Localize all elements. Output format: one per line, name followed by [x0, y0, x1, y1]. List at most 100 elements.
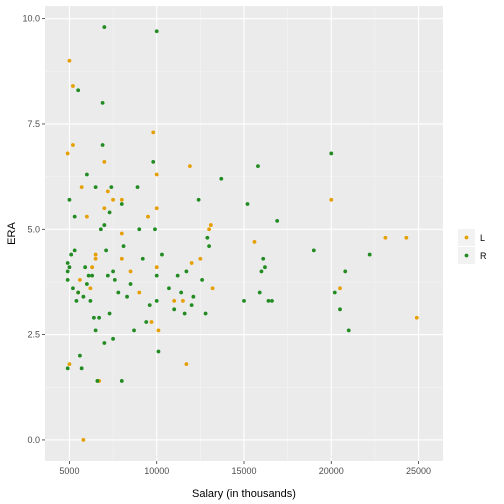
data-point-l — [181, 299, 185, 303]
data-point-l — [404, 235, 409, 240]
data-point-l — [81, 438, 86, 442]
data-point-r — [109, 185, 114, 190]
grid-major — [45, 6, 443, 461]
data-point-r — [275, 218, 280, 223]
data-point-l — [184, 362, 189, 367]
data-point-r — [84, 172, 89, 177]
legend-marker-r — [464, 253, 469, 258]
data-point-r — [144, 320, 149, 324]
y-axis-title: ERA — [6, 222, 18, 245]
data-point-r — [76, 88, 81, 93]
data-point-r — [245, 202, 250, 206]
data-point-r — [153, 227, 157, 232]
x-tick-label: 20000 — [319, 466, 344, 476]
data-point-r — [111, 336, 115, 341]
legend-label-r: R — [480, 251, 487, 261]
data-point-r — [172, 307, 177, 312]
data-point-l — [79, 185, 84, 190]
data-point-l — [207, 227, 211, 232]
data-point-l — [252, 240, 257, 244]
data-point-r — [132, 328, 136, 333]
x-axis-title: Salary (in thousands) — [192, 488, 296, 500]
x-tick-label: 5000 — [59, 466, 79, 476]
data-point-r — [65, 269, 70, 274]
data-point-l — [149, 320, 154, 324]
data-point-r — [266, 299, 271, 303]
data-point-r — [332, 290, 337, 295]
data-point-r — [65, 261, 70, 265]
x-tick-label: 15000 — [231, 466, 256, 476]
data-point-l — [71, 84, 75, 88]
y-axis: 0.0 2.5 5.0 7.5 10.0 — [22, 14, 45, 445]
data-point-r — [97, 315, 102, 320]
legend-marker-l — [464, 235, 469, 240]
data-point-r — [343, 269, 348, 274]
data-point-r — [147, 303, 152, 308]
data-point-r — [154, 299, 159, 303]
data-point-r — [95, 379, 100, 383]
data-point-r — [196, 197, 201, 202]
data-point-r — [311, 248, 316, 253]
data-point-r — [102, 341, 107, 345]
data-point-r — [93, 185, 98, 190]
legend-label-l: L — [480, 233, 485, 243]
data-point-l — [102, 206, 107, 211]
data-point-r — [121, 244, 126, 249]
x-axis: 5000 10000 15000 20000 25000 — [59, 461, 431, 476]
data-point-l — [189, 261, 194, 265]
data-point-r — [86, 273, 91, 278]
data-point-l — [65, 151, 70, 156]
data-point-r — [137, 227, 142, 232]
data-point-r — [105, 273, 110, 278]
data-point-r — [74, 299, 79, 303]
data-point-r — [346, 328, 351, 333]
data-point-l — [102, 159, 107, 164]
data-point-r — [154, 29, 159, 34]
data-point-l — [338, 286, 342, 291]
data-point-r — [242, 299, 246, 303]
data-point-r — [270, 299, 274, 303]
data-point-r — [102, 223, 107, 227]
data-point-r — [175, 273, 180, 278]
data-point-r — [81, 294, 86, 299]
data-point-r — [119, 379, 124, 383]
data-point-r — [156, 349, 161, 354]
data-point-r — [93, 328, 98, 333]
data-point-r — [88, 299, 93, 303]
x-tick-label: 25000 — [406, 466, 431, 476]
data-point-r — [102, 25, 107, 29]
data-point-r — [112, 277, 117, 282]
y-tick-label: 10.0 — [22, 14, 40, 24]
data-points — [65, 25, 419, 442]
data-point-r — [256, 164, 260, 168]
x-tick-label: 10000 — [144, 466, 169, 476]
data-point-r — [261, 256, 266, 261]
data-point-l — [93, 256, 98, 261]
data-point-l — [208, 223, 213, 227]
data-point-r — [167, 286, 171, 291]
data-point-r — [135, 185, 140, 190]
data-point-r — [263, 265, 267, 270]
data-point-r — [189, 303, 194, 308]
data-point-r — [128, 282, 133, 286]
data-point-l — [154, 265, 159, 270]
data-point-r — [200, 277, 205, 282]
data-point-r — [72, 248, 77, 253]
data-point-r — [160, 252, 164, 257]
data-point-r — [119, 202, 124, 206]
data-point-r — [219, 176, 224, 181]
data-point-l — [78, 277, 82, 282]
data-point-r — [259, 269, 264, 274]
data-point-r — [203, 311, 208, 316]
data-point-r — [91, 315, 96, 320]
data-point-l — [105, 189, 110, 194]
data-point-r — [116, 290, 121, 295]
data-point-r — [100, 100, 105, 105]
data-point-r — [71, 286, 75, 291]
data-point-r — [207, 244, 211, 249]
data-point-r — [76, 290, 81, 295]
data-point-r — [69, 252, 74, 257]
data-point-l — [151, 130, 156, 135]
data-point-r — [90, 273, 95, 278]
data-point-l — [111, 197, 115, 202]
